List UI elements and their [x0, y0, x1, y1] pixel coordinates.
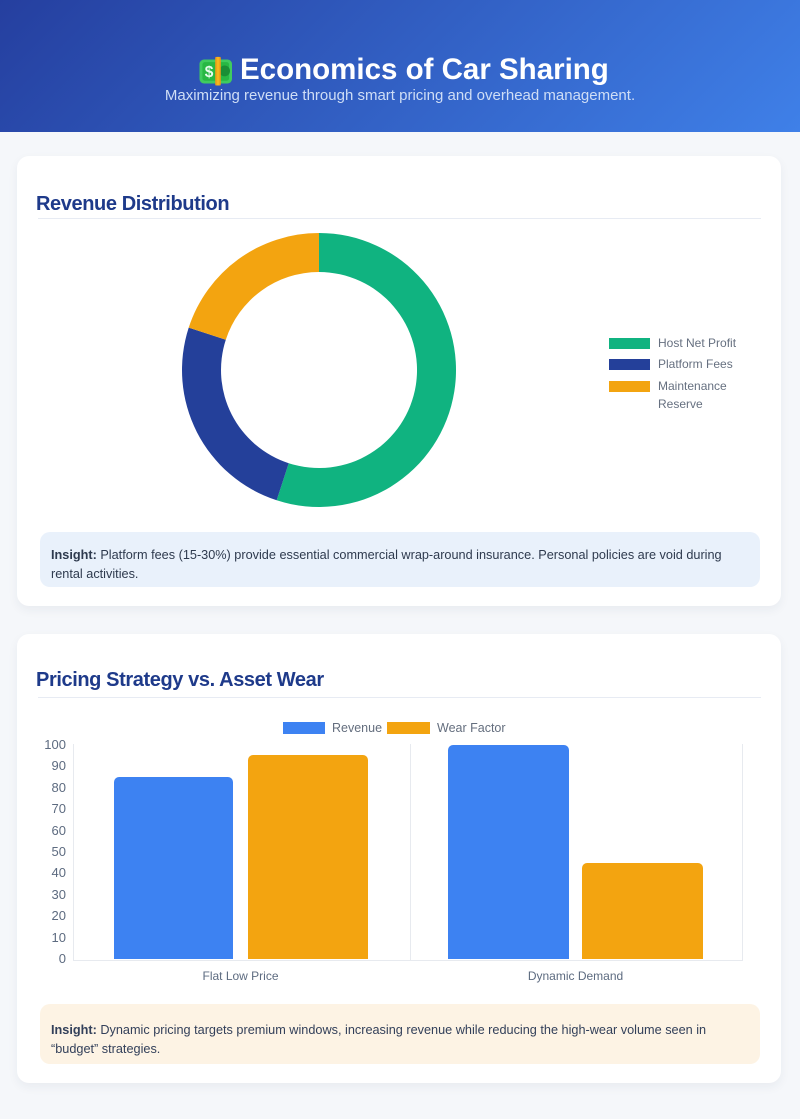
svg-text:$: $	[205, 64, 214, 81]
